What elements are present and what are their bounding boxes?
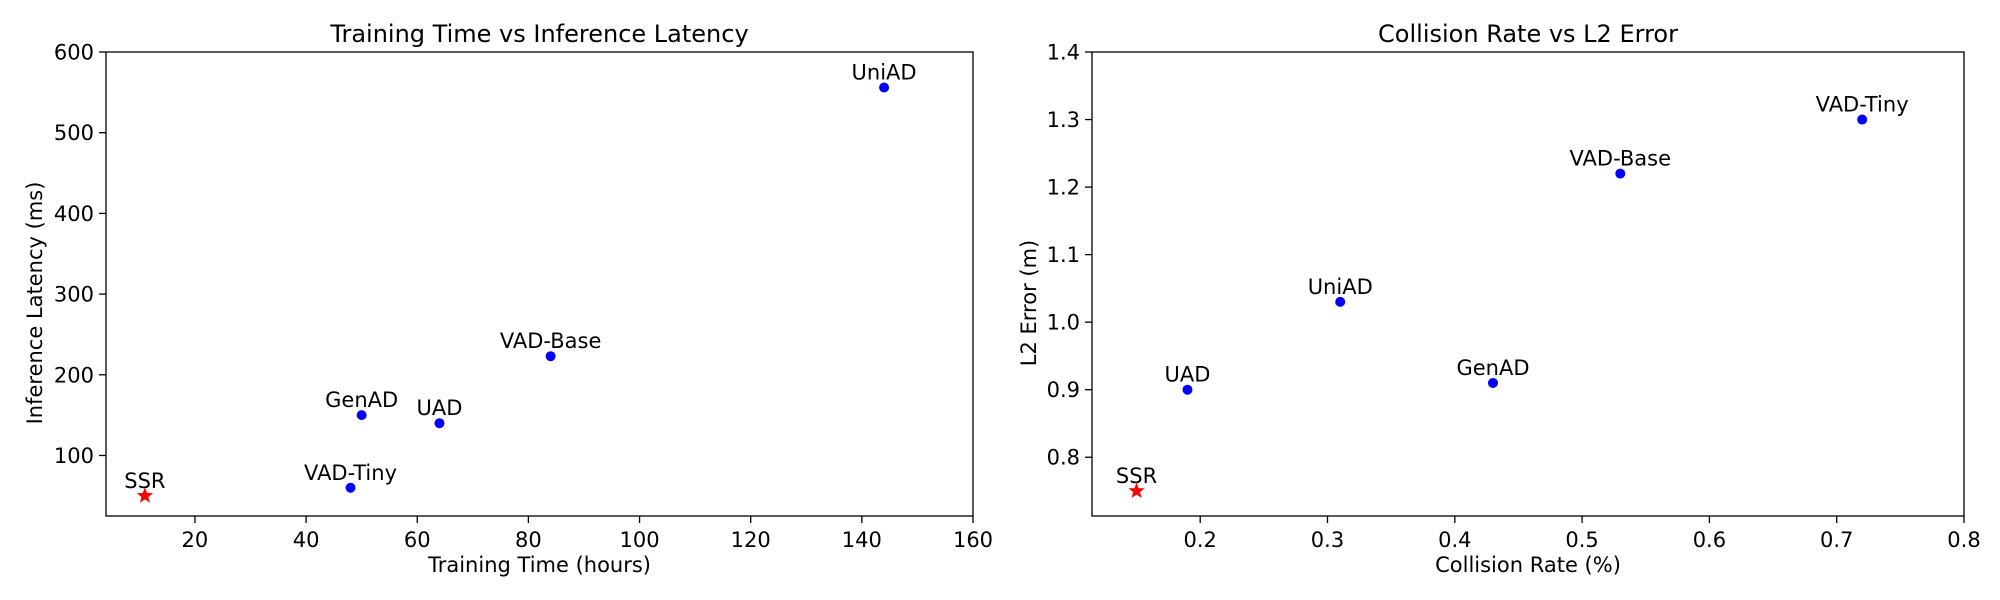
axis-ticks: 20 40 60 80 100 120 140 160 100 200 300 400 500 600 (54, 41, 993, 553)
x-tick-label: 0.7 (1820, 528, 1853, 552)
x-tick-label: 40 (293, 528, 320, 552)
point-label-genad: GenAD (1456, 356, 1529, 380)
point-label-vad-base: VAD-Base (1570, 147, 1672, 171)
x-tick-label: 0.5 (1565, 528, 1598, 552)
point-label-vad-base: VAD-Base (500, 329, 602, 353)
y-tick-label: 1.3 (1047, 108, 1080, 132)
chart-training-vs-latency: Training Time vs Inference Latency Train… (23, 20, 993, 577)
point-label-uniad: UniAD (852, 61, 917, 85)
data-point-uad (434, 418, 445, 429)
x-tick-label: 120 (731, 528, 771, 552)
x-tick-label: 0.3 (1311, 528, 1344, 552)
x-tick-label: 0.2 (1184, 528, 1217, 552)
data-point-uniad (1335, 296, 1346, 307)
data-point-genad (356, 410, 367, 421)
y-tick-label: 0.9 (1047, 378, 1080, 402)
y-tick-label: 1.2 (1047, 176, 1080, 200)
y-tick-label: 1.1 (1047, 243, 1080, 267)
point-label-ssr: SSR (124, 469, 165, 493)
data-point-ssr (136, 487, 153, 503)
data-point-vad-tiny (1857, 114, 1868, 125)
chart-collision-vs-l2: Collision Rate vs L2 Error Collision Rat… (1017, 20, 1981, 577)
chart-title: Training Time vs Inference Latency (329, 20, 748, 48)
data-point-genad (1487, 377, 1498, 388)
y-axis-label: L2 Error (m) (1017, 240, 1041, 366)
x-tick-label: 0.8 (1947, 528, 1980, 552)
x-tick-label: 0.4 (1438, 528, 1471, 552)
x-tick-label: 0.6 (1693, 528, 1726, 552)
y-tick-label: 300 (54, 283, 94, 307)
point-label-uad: UAD (1165, 363, 1211, 387)
x-tick-label: 20 (182, 528, 209, 552)
x-axis-label: Collision Rate (%) (1435, 553, 1621, 577)
y-tick-label: 1.4 (1047, 41, 1080, 65)
plot-frame (1091, 51, 1965, 517)
axis-ticks: 0.2 0.3 0.4 0.5 0.6 0.7 0.8 0.8 0.9 1.0 1.1 1.2 1.3 1… (1047, 41, 1981, 553)
data-point-uad (1182, 384, 1193, 395)
data-point-uniad (879, 82, 890, 93)
y-tick-label: 400 (54, 202, 94, 226)
x-tick-label: 80 (515, 528, 542, 552)
data-point-ssr (1128, 482, 1145, 498)
y-tick-label: 100 (54, 444, 94, 468)
data-point-vad-base (545, 351, 556, 362)
point-label-vad-tiny: VAD-Tiny (1816, 93, 1909, 117)
scatter-points: UniAD VAD-Base GenAD UAD VAD-Tiny SSR (124, 61, 917, 503)
y-tick-label: 500 (54, 121, 94, 145)
y-axis-label: Inference Latency (ms) (23, 182, 47, 425)
point-label-genad: GenAD (325, 388, 398, 412)
point-label-ssr: SSR (1116, 464, 1157, 488)
y-tick-label: 0.8 (1047, 446, 1080, 470)
plot-frame (105, 51, 974, 517)
data-point-vad-base (1615, 168, 1626, 179)
y-tick-label: 600 (54, 41, 94, 65)
x-tick-label: 100 (619, 528, 659, 552)
data-point-vad-tiny (345, 482, 356, 493)
y-tick-label: 1.0 (1047, 311, 1080, 335)
y-tick-label: 200 (54, 363, 94, 387)
chart-title: Collision Rate vs L2 Error (1378, 20, 1678, 48)
point-label-uniad: UniAD (1308, 275, 1373, 299)
x-tick-label: 140 (842, 528, 882, 552)
point-label-uad: UAD (417, 396, 463, 420)
x-tick-label: 60 (404, 528, 431, 552)
scatter-points: VAD-Tiny VAD-Base UniAD GenAD UAD SSR (1116, 93, 1909, 498)
point-label-vad-tiny: VAD-Tiny (304, 461, 397, 485)
x-tick-label: 160 (953, 528, 993, 552)
x-axis-label: Training Time (hours) (427, 553, 651, 577)
